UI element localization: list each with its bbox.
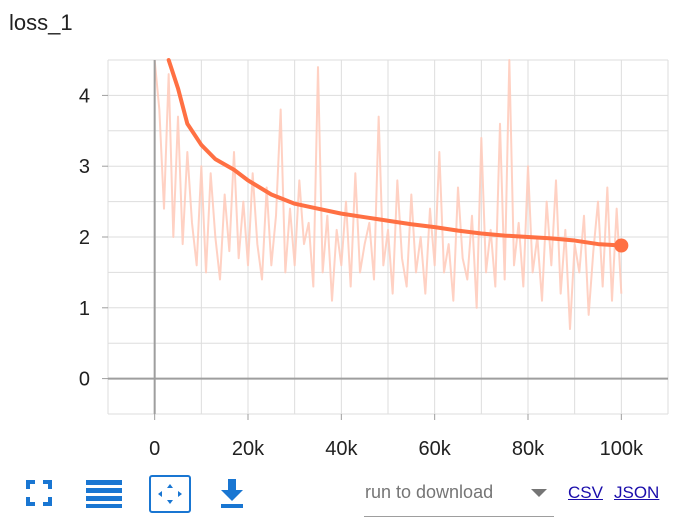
raw-loss-line xyxy=(153,59,623,331)
fit-domain-icon[interactable] xyxy=(149,475,191,513)
y-tick-label: 1 xyxy=(79,298,90,320)
x-tick-label: 20k xyxy=(232,438,265,460)
chevron-down-icon xyxy=(531,489,547,497)
json-link[interactable]: JSON xyxy=(614,483,660,502)
y-tick-label: 4 xyxy=(79,85,90,107)
chart-title: loss_1 xyxy=(9,10,73,35)
x-tick-label: 100k xyxy=(600,438,644,460)
fullscreen-icon[interactable] xyxy=(20,474,58,512)
x-tick-label: 60k xyxy=(419,438,452,460)
csv-link[interactable]: CSV xyxy=(568,483,603,502)
list-icon[interactable] xyxy=(85,474,123,512)
last-point-marker xyxy=(614,238,629,253)
y-tick-label: 0 xyxy=(79,369,90,391)
tick-labels: 0 20k 40k 60k 80k 100k 0 1 2 3 4 xyxy=(79,85,644,460)
smoothed-loss-line xyxy=(166,58,624,248)
grid xyxy=(107,59,669,415)
chart-toolbar: run to download CSV JSON xyxy=(0,462,678,522)
y-tick-label: 2 xyxy=(79,227,90,249)
axes xyxy=(102,60,668,420)
loss-chart: 0 20k 40k 60k 80k 100k 0 1 2 3 4 xyxy=(79,58,669,460)
x-tick-label: 80k xyxy=(512,438,545,460)
run-select[interactable]: run to download xyxy=(364,478,554,518)
x-tick-label: 40k xyxy=(325,438,358,460)
download-icon[interactable] xyxy=(213,474,251,512)
smoothed-series xyxy=(166,58,629,253)
select-underline xyxy=(364,516,554,517)
x-tick-label: 0 xyxy=(149,438,160,460)
raw-series xyxy=(153,59,623,331)
run-select-placeholder: run to download xyxy=(365,482,494,502)
y-tick-label: 3 xyxy=(79,156,90,178)
